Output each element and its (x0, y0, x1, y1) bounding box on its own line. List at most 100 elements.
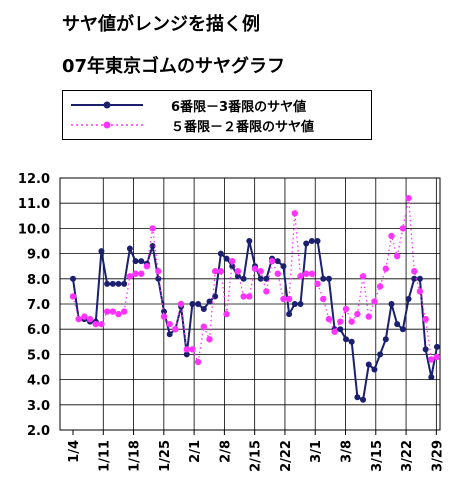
data-point-series1 (126, 245, 133, 252)
y-tick-label: 8.0 (27, 273, 50, 288)
data-point-series2 (81, 313, 88, 320)
data-point-series2 (314, 280, 321, 288)
data-point-series1 (161, 308, 167, 315)
data-point-series1 (183, 351, 190, 358)
data-point-series1 (234, 273, 241, 280)
data-point-series1 (371, 366, 378, 373)
data-point-series2 (376, 283, 384, 290)
legend-swatch-series1 (71, 101, 143, 109)
data-point-series2 (263, 288, 270, 295)
data-point-series2 (365, 313, 372, 320)
data-point-series2 (155, 268, 162, 275)
data-point-series2 (166, 320, 173, 328)
chart-subtitle: 07年東京ゴムのサヤグラフ (62, 56, 286, 77)
legend-label-series2: ５番限－２番限のサヤ値 (171, 119, 315, 135)
data-point-series2 (109, 308, 117, 315)
legend-label-series1: 6番限－3番限のサヤ値 (171, 99, 307, 115)
data-point-series1 (212, 293, 219, 300)
x-tick-label: 3/29 (430, 440, 445, 472)
data-point-series2 (416, 288, 424, 295)
data-point-series1 (303, 240, 310, 247)
data-point-series1 (365, 361, 372, 368)
data-point-series1 (155, 275, 162, 282)
legend: 6番限－3番限のサヤ値 ５番限－２番限のサヤ値 (62, 90, 372, 140)
x-tick-label: 3/22 (400, 440, 415, 472)
data-point-series1 (115, 280, 122, 287)
data-point-series2 (342, 305, 350, 313)
data-point-series2 (211, 268, 219, 275)
data-point-series2 (138, 270, 145, 277)
data-point-series2 (405, 194, 412, 202)
data-point-series1 (394, 321, 401, 328)
data-point-series2 (308, 270, 316, 277)
data-point-series1 (388, 301, 395, 307)
data-point-series1 (280, 263, 287, 270)
data-point-series2 (183, 346, 190, 353)
x-tick-label: 1/18 (128, 440, 143, 472)
data-point-series2 (172, 326, 179, 333)
data-point-series2 (69, 293, 77, 300)
y-tick-label: 12.0 (18, 172, 50, 187)
data-point-series1 (434, 343, 440, 350)
data-point-series2 (160, 313, 168, 320)
data-point-series1 (132, 258, 139, 265)
data-point-series2 (75, 315, 82, 323)
data-point-series2 (194, 358, 202, 366)
data-point-series1 (354, 394, 361, 401)
data-point-series2 (217, 268, 225, 275)
data-point-series2 (240, 293, 247, 300)
data-point-series1 (195, 301, 202, 307)
data-point-series2 (280, 295, 287, 303)
data-point-series1 (98, 248, 105, 255)
data-point-series2 (120, 308, 128, 315)
data-point-series1 (257, 275, 264, 282)
x-tick-label: 2/1 (188, 440, 203, 463)
data-point-series2 (257, 268, 264, 275)
x-tick-label: 3/8 (340, 440, 355, 463)
data-point-series2 (393, 252, 401, 260)
data-point-series2 (126, 273, 134, 280)
data-point-series1 (405, 295, 412, 302)
data-point-series2 (399, 225, 407, 232)
data-point-series1 (274, 258, 281, 265)
x-tick-label: 1/4 (67, 440, 82, 463)
data-point-series2 (388, 232, 395, 240)
y-tick-label: 11.0 (18, 197, 50, 212)
legend-swatch-series2 (71, 121, 143, 129)
data-point-series1 (229, 263, 236, 270)
data-point-series1 (189, 301, 196, 307)
x-tick-label: 3/1 (309, 440, 324, 463)
legend-item-series1: 6番限－3番限のサヤ値 (71, 96, 307, 115)
y-tick-label: 3.0 (27, 399, 50, 414)
data-point-series2 (433, 353, 441, 361)
data-point-series1 (308, 238, 315, 244)
data-point-series1 (223, 255, 230, 262)
data-point-series1 (411, 275, 418, 282)
data-point-series2 (302, 270, 310, 277)
data-point-series1 (297, 301, 304, 307)
data-point-series1 (246, 238, 253, 244)
data-point-series2 (189, 346, 196, 353)
x-tick-label: 1/25 (158, 440, 173, 472)
data-point-series1 (70, 275, 76, 282)
chart-title: サヤ値がレンジを描く例 (62, 14, 260, 35)
data-point-series1 (325, 275, 332, 282)
data-point-series2 (246, 293, 253, 300)
legend-item-series2: ５番限－２番限のサヤ値 (71, 116, 315, 135)
data-point-series2 (86, 315, 94, 323)
data-point-series2 (223, 310, 230, 318)
data-point-series1 (138, 258, 145, 265)
data-point-series1 (286, 311, 293, 318)
data-point-series2 (331, 328, 338, 335)
data-point-series1 (382, 336, 389, 343)
data-point-series2 (354, 310, 361, 318)
data-point-series2 (297, 273, 304, 280)
y-tick-label: 10.0 (18, 222, 50, 237)
x-tick-label: 3/15 (370, 440, 385, 472)
data-point-series2 (200, 323, 208, 330)
y-tick-label: 6.0 (27, 323, 50, 338)
x-tick-label: 1/11 (97, 440, 112, 472)
data-point-series2 (371, 298, 378, 305)
data-point-series1 (200, 306, 207, 313)
